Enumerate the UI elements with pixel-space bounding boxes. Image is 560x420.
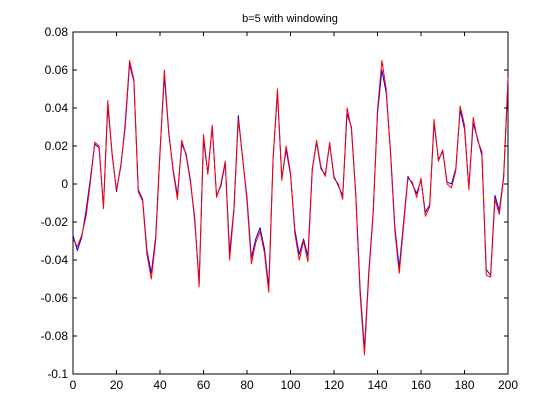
chart-title: b=5 with windowing — [242, 13, 338, 25]
x-tick-label: 180 — [454, 378, 474, 392]
x-tick-label: 60 — [197, 378, 211, 392]
y-tick-label: 0.02 — [45, 139, 69, 153]
x-tick-label: 160 — [411, 378, 431, 392]
y-tick-label: 0 — [61, 177, 68, 191]
x-axis: 0 20 40 60 80 100 120 140 160 180 200 — [70, 32, 518, 392]
y-tick-label: 0.08 — [45, 25, 69, 39]
y-tick-label: -0.08 — [41, 329, 69, 343]
x-tick-label: 100 — [280, 378, 300, 392]
y-tick-label: -0.06 — [41, 291, 69, 305]
y-tick-label: -0.1 — [47, 367, 68, 381]
series-line-2 — [72, 60, 509, 356]
x-tick-label: 140 — [367, 378, 387, 392]
y-tick-label: 0.04 — [45, 101, 69, 115]
x-tick-label: 20 — [110, 378, 124, 392]
plot-area — [72, 31, 509, 375]
y-axis: -0.1 -0.08 -0.06 -0.04 -0.02 0 0.02 0.04 0.06 0.0… — [41, 25, 508, 381]
y-tick-label: -0.02 — [41, 215, 69, 229]
x-tick-label: 0 — [70, 378, 77, 392]
y-tick-label: 0.06 — [45, 63, 69, 77]
x-tick-label: 120 — [324, 378, 344, 392]
y-tick-label: -0.04 — [41, 253, 69, 267]
x-tick-label: 200 — [498, 378, 518, 392]
x-tick-label: 40 — [153, 378, 167, 392]
x-tick-label: 80 — [240, 378, 254, 392]
series-layer — [72, 60, 509, 356]
plot-frame — [72, 31, 509, 375]
